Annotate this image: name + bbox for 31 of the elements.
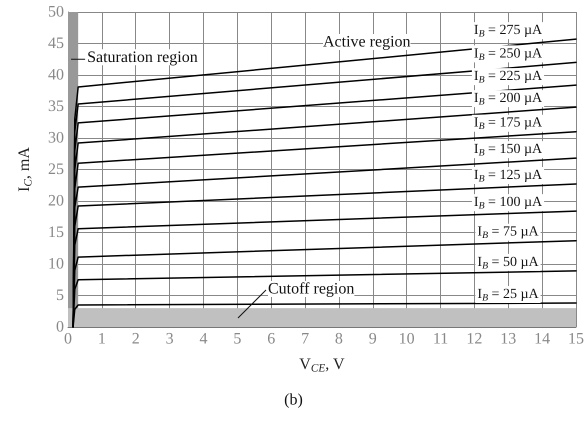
annotation: Saturation region [87,48,198,66]
x-tick-label: 10 [398,330,415,348]
y-axis-title: IC, mA [16,146,34,192]
text: (b) [284,392,303,408]
y-tick-label: 25 [48,161,64,178]
x-tick-label: 7 [301,330,310,348]
y-tick-label: 10 [48,256,64,272]
annotation: Cutoff region [268,280,354,298]
y-tick-label: 45 [48,35,64,52]
x-tick-label: 2 [132,330,140,348]
x-tick-label: 9 [368,330,377,348]
x-tick-label: 1 [98,330,106,348]
x-tick-label: 4 [199,330,208,348]
x-tick-label: 6 [267,330,276,348]
y-tick-label: 35 [48,98,64,115]
y-tick-label: 50 [48,4,64,20]
y-tick-label: 0 [56,318,64,336]
y-tick-label: 15 [48,224,64,241]
x-tick-label: 12 [466,330,482,348]
annotation: Active region [323,34,411,50]
y-tick-label: 20 [48,192,64,210]
x-tick-label: 5 [233,330,242,348]
x-tick-label: 14 [534,330,550,348]
x-tick-label: 15 [568,330,584,348]
x-tick-label: 11 [432,330,448,348]
x-tick-label: 13 [500,330,516,348]
y-tick-label: 5 [56,287,64,304]
x-tick-label: 3 [166,330,174,348]
y-tick-label: 40 [48,66,64,84]
x-tick-label: 8 [334,330,343,348]
y-tick-label: 30 [48,130,64,146]
